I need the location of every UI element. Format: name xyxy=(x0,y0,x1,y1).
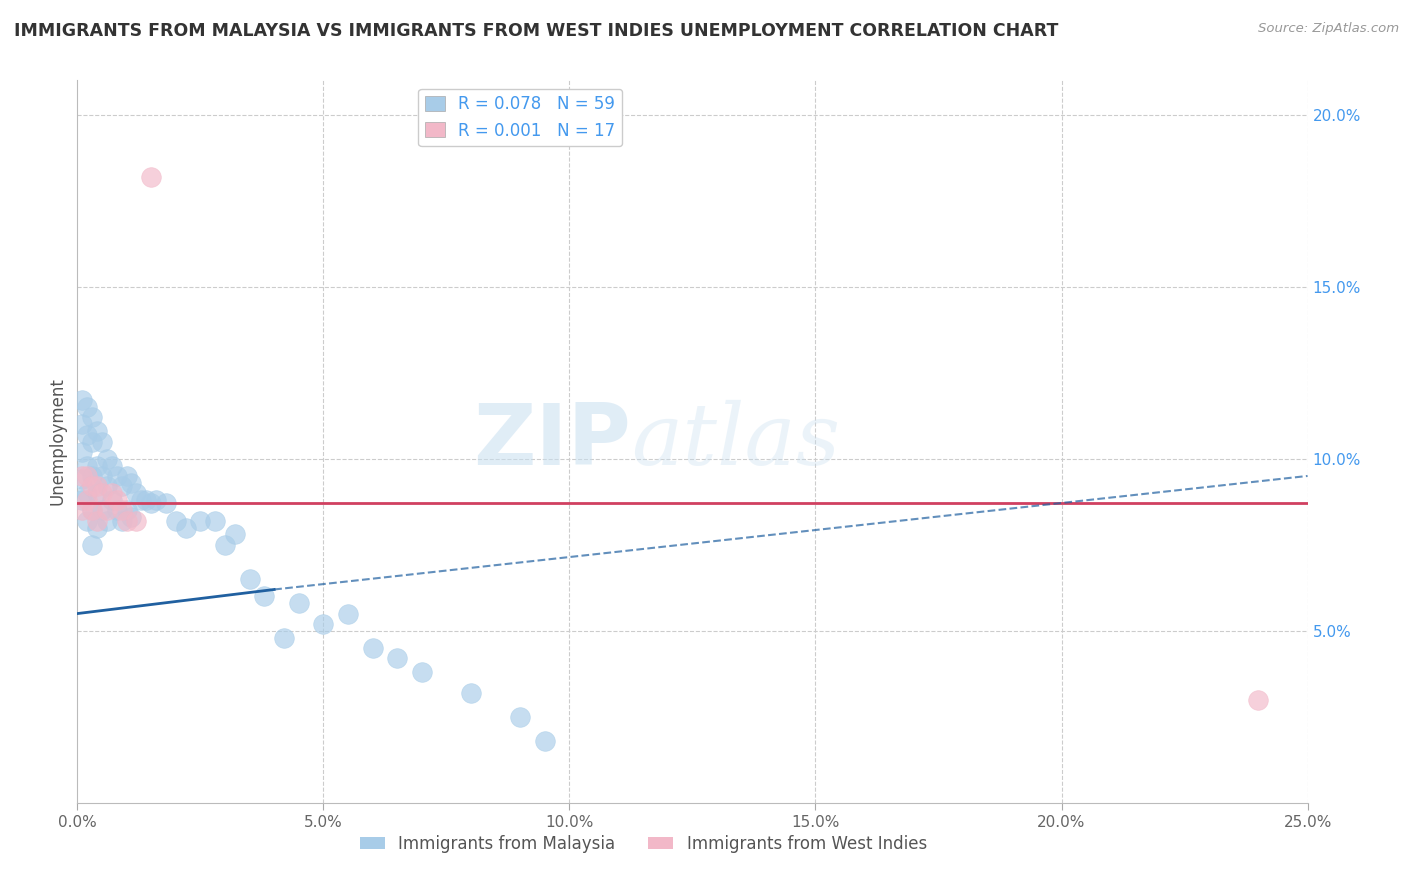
Point xyxy=(101,458,124,473)
Point xyxy=(82,503,104,517)
Text: ZIP: ZIP xyxy=(474,400,631,483)
Point xyxy=(96,451,118,466)
Point xyxy=(76,486,98,500)
Point xyxy=(70,445,93,459)
Point xyxy=(155,496,177,510)
Point xyxy=(90,434,114,449)
Point xyxy=(105,503,128,517)
Point xyxy=(165,514,187,528)
Text: atlas: atlas xyxy=(631,401,839,483)
Point xyxy=(337,607,360,621)
Point xyxy=(509,710,531,724)
Point xyxy=(76,469,98,483)
Point xyxy=(76,514,98,528)
Point xyxy=(460,686,482,700)
Point xyxy=(76,493,98,508)
Point xyxy=(253,590,276,604)
Point xyxy=(90,503,114,517)
Point xyxy=(411,665,433,679)
Point xyxy=(86,424,108,438)
Point xyxy=(96,503,118,517)
Point xyxy=(121,475,143,490)
Point xyxy=(86,479,108,493)
Point xyxy=(70,493,93,508)
Point xyxy=(105,469,128,483)
Text: IMMIGRANTS FROM MALAYSIA VS IMMIGRANTS FROM WEST INDIES UNEMPLOYMENT CORRELATION: IMMIGRANTS FROM MALAYSIA VS IMMIGRANTS F… xyxy=(14,22,1059,40)
Point xyxy=(70,472,93,486)
Point xyxy=(96,479,118,493)
Point xyxy=(70,503,93,517)
Point xyxy=(86,514,108,528)
Point xyxy=(129,493,153,508)
Point xyxy=(96,514,118,528)
Point xyxy=(141,496,163,510)
Point xyxy=(82,434,104,449)
Point xyxy=(115,469,138,483)
Y-axis label: Unemployment: Unemployment xyxy=(48,377,66,506)
Point xyxy=(70,393,93,408)
Point xyxy=(145,493,167,508)
Text: Source: ZipAtlas.com: Source: ZipAtlas.com xyxy=(1258,22,1399,36)
Point xyxy=(125,514,148,528)
Point xyxy=(239,572,262,586)
Point xyxy=(90,469,114,483)
Point xyxy=(534,734,557,748)
Point xyxy=(121,510,143,524)
Point xyxy=(214,538,236,552)
Point xyxy=(101,493,124,508)
Point xyxy=(188,514,212,528)
Point xyxy=(224,527,246,541)
Point xyxy=(273,631,295,645)
Legend: Immigrants from Malaysia, Immigrants from West Indies: Immigrants from Malaysia, Immigrants fro… xyxy=(353,828,934,860)
Point xyxy=(101,486,124,500)
Point xyxy=(70,417,93,432)
Point xyxy=(174,520,197,534)
Point xyxy=(361,640,384,655)
Point xyxy=(111,479,132,493)
Point xyxy=(135,493,157,508)
Point xyxy=(125,486,148,500)
Point xyxy=(82,538,104,552)
Point xyxy=(76,400,98,414)
Point xyxy=(90,486,114,500)
Point xyxy=(82,503,104,517)
Point xyxy=(82,479,104,493)
Point xyxy=(86,486,108,500)
Point xyxy=(111,514,132,528)
Point xyxy=(1247,692,1270,706)
Point xyxy=(312,616,335,631)
Point xyxy=(70,469,93,483)
Point xyxy=(76,458,98,473)
Point xyxy=(86,520,108,534)
Point xyxy=(86,458,108,473)
Point xyxy=(115,503,138,517)
Point xyxy=(204,514,226,528)
Point xyxy=(105,493,128,508)
Point xyxy=(111,503,132,517)
Point xyxy=(288,596,311,610)
Point xyxy=(141,169,163,184)
Point xyxy=(385,651,409,665)
Point xyxy=(115,514,138,528)
Point xyxy=(82,410,104,425)
Point xyxy=(82,469,104,483)
Point xyxy=(76,427,98,442)
